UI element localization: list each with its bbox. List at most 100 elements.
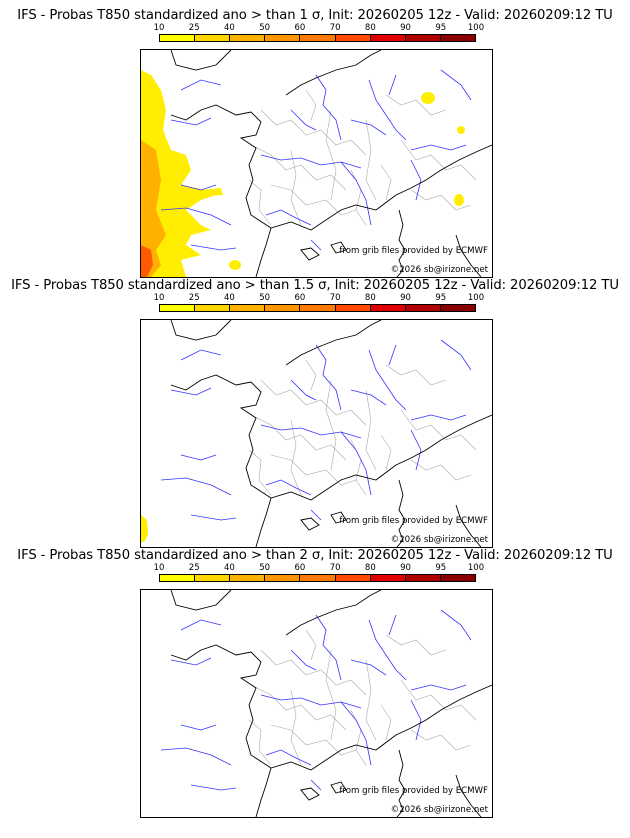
legend-color-swatch — [370, 575, 406, 581]
legend-color-swatch — [195, 35, 231, 41]
legend-labels: 10 25 40 50 60 70 80 90 95 100 — [154, 563, 485, 574]
panel-title: IFS - Probas T850 standardized ano > tha… — [17, 548, 613, 563]
legend-color-swatch — [160, 305, 196, 311]
france-map: from grib files provided by ECMWF ©2026 … — [140, 49, 493, 278]
probability-area-high — [141, 245, 153, 277]
legend-tick-label: 10 — [153, 293, 165, 303]
map-drawing — [141, 50, 492, 277]
legend-tick-label: 60 — [294, 563, 306, 573]
legend-color-swatch — [300, 575, 336, 581]
legend-color-swatch — [440, 35, 475, 41]
legend-labels: 10 25 40 50 60 70 80 90 95 100 — [154, 23, 485, 34]
legend-tick-label: 90 — [400, 563, 411, 573]
probability-area-mid — [141, 140, 166, 277]
admin-borders — [248, 629, 477, 766]
legend-color-swatch — [405, 305, 441, 311]
legend-tick-label: 70 — [329, 23, 341, 33]
legend-color-swatch — [195, 575, 231, 581]
probability-legend: 10 25 40 50 60 70 80 90 95 100 — [154, 23, 485, 47]
legend-tick-label: 80 — [364, 23, 376, 33]
legend-tick-label: 95 — [435, 23, 447, 33]
legend-tick-label: 70 — [329, 563, 341, 573]
legend-tick-label: 40 — [224, 563, 235, 573]
legend-tick-label: 100 — [467, 563, 485, 573]
probability-field — [141, 70, 465, 277]
legend-color-swatch — [405, 35, 441, 41]
france-map: from grib files provided by ECMWF ©2026 … — [140, 589, 493, 818]
legend-tick-label: 25 — [188, 293, 200, 303]
france-map: from grib files provided by ECMWF ©2026 … — [140, 319, 493, 548]
legend-tick-label: 25 — [188, 23, 200, 33]
coastline — [170, 320, 492, 547]
legend-color-swatch — [160, 35, 196, 41]
legend-color-swatch — [300, 35, 336, 41]
probability-area-low — [141, 515, 148, 542]
legend-color-swatch — [335, 575, 371, 581]
legend-color-swatch — [370, 305, 406, 311]
legend-color-swatch — [265, 575, 301, 581]
probability-legend: 10 25 40 50 60 70 80 90 95 100 — [154, 563, 485, 587]
legend-color-swatch — [405, 575, 441, 581]
coastline — [170, 50, 492, 277]
source-credit: from grib files provided by ECMWF — [339, 516, 488, 526]
admin-borders — [248, 359, 477, 496]
legend-tick-label: 95 — [435, 293, 447, 303]
legend-tick-label: 95 — [435, 563, 447, 573]
legend-tick-label: 80 — [364, 293, 376, 303]
source-credit: from grib files provided by ECMWF — [339, 246, 488, 256]
legend-color-swatch — [440, 575, 475, 581]
rivers — [160, 69, 472, 251]
admin-borders — [248, 89, 477, 226]
legend-tick-label: 50 — [259, 293, 271, 303]
legend-tick-label: 10 — [153, 563, 165, 573]
source-credit: from grib files provided by ECMWF — [339, 786, 488, 796]
legend-colorbar — [159, 574, 476, 582]
legend-color-swatch — [335, 305, 371, 311]
legend-color-swatch — [230, 35, 266, 41]
legend-tick-label: 90 — [400, 293, 411, 303]
legend-colorbar — [159, 304, 476, 312]
legend-tick-label: 10 — [153, 23, 165, 33]
copyright-notice: ©2026 sb@irizone.net — [390, 265, 488, 275]
legend-tick-label: 70 — [329, 293, 341, 303]
legend-color-swatch — [230, 575, 266, 581]
panel-title: IFS - Probas T850 standardized ano > tha… — [11, 278, 619, 293]
probability-field — [141, 515, 148, 542]
copyright-notice: ©2026 sb@irizone.net — [390, 805, 488, 815]
forecast-panel: IFS - Probas T850 standardized ano > tha… — [0, 278, 630, 568]
legend-tick-label: 60 — [294, 293, 306, 303]
coastline — [170, 590, 492, 817]
rivers — [160, 339, 472, 521]
legend-color-swatch — [335, 35, 371, 41]
legend-labels: 10 25 40 50 60 70 80 90 95 100 — [154, 293, 485, 304]
legend-tick-label: 40 — [224, 23, 235, 33]
legend-tick-label: 100 — [467, 23, 485, 33]
legend-colorbar — [159, 34, 476, 42]
legend-tick-label: 100 — [467, 293, 485, 303]
legend-color-swatch — [265, 305, 301, 311]
legend-tick-label: 50 — [259, 563, 271, 573]
legend-tick-label: 90 — [400, 23, 411, 33]
probability-legend: 10 25 40 50 60 70 80 90 95 100 — [154, 293, 485, 317]
legend-tick-label: 50 — [259, 23, 271, 33]
legend-color-swatch — [370, 35, 406, 41]
legend-color-swatch — [160, 575, 196, 581]
legend-color-swatch — [195, 305, 231, 311]
legend-color-swatch — [300, 305, 336, 311]
panel-title: IFS - Probas T850 standardized ano > tha… — [17, 8, 613, 23]
rivers — [160, 609, 472, 791]
legend-tick-label: 40 — [224, 293, 235, 303]
legend-tick-label: 80 — [364, 563, 376, 573]
legend-color-swatch — [440, 305, 475, 311]
legend-color-swatch — [230, 305, 266, 311]
legend-tick-label: 25 — [188, 563, 200, 573]
copyright-notice: ©2026 sb@irizone.net — [390, 535, 488, 545]
map-drawing — [160, 590, 492, 817]
forecast-panel: IFS - Probas T850 standardized ano > tha… — [0, 8, 630, 298]
forecast-panel: IFS - Probas T850 standardized ano > tha… — [0, 548, 630, 838]
map-drawing — [141, 320, 492, 547]
legend-color-swatch — [265, 35, 301, 41]
legend-tick-label: 60 — [294, 23, 306, 33]
probability-spot — [454, 193, 464, 207]
probability-spot — [421, 92, 435, 104]
